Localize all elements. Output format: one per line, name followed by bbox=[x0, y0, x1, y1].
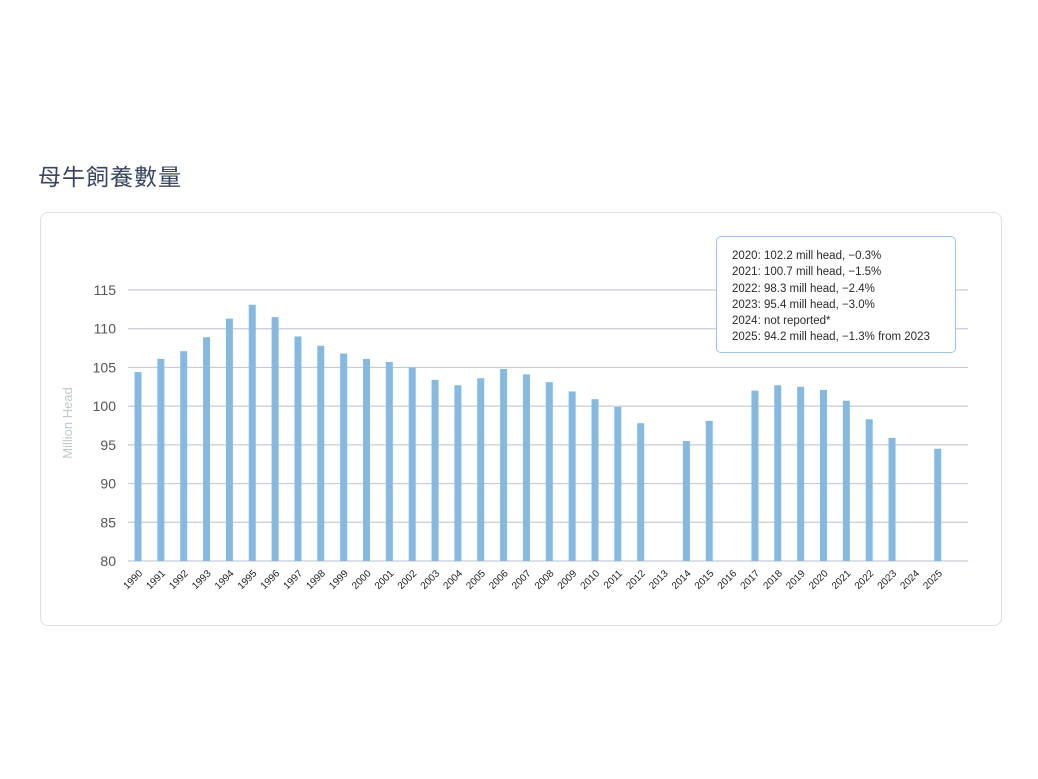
x-tick-label: 2023 bbox=[876, 568, 900, 592]
bar-1992[interactable] bbox=[180, 351, 188, 561]
y-tick-label: 95 bbox=[100, 437, 116, 453]
x-tick-label: 2002 bbox=[396, 568, 420, 592]
x-tick-label: 2013 bbox=[647, 568, 671, 592]
x-tick-label: 2018 bbox=[761, 568, 785, 592]
bar-2000[interactable] bbox=[363, 358, 370, 561]
x-tick-label: 1995 bbox=[236, 568, 260, 592]
x-tick-label: 1999 bbox=[327, 568, 351, 592]
x-tick-label: 2019 bbox=[784, 568, 808, 592]
x-tick-label: 2008 bbox=[533, 568, 557, 592]
x-tick-label: 1996 bbox=[259, 568, 283, 592]
bar-2020[interactable] bbox=[820, 389, 827, 561]
bar-2009[interactable] bbox=[568, 391, 576, 561]
bar-2022[interactable] bbox=[865, 419, 873, 561]
x-tick-label: 1990 bbox=[122, 568, 146, 592]
bar-2019[interactable] bbox=[797, 386, 805, 561]
x-tick-label: 2017 bbox=[739, 568, 763, 592]
y-tick-label: 85 bbox=[100, 514, 116, 530]
bar-2015[interactable] bbox=[705, 420, 713, 561]
tooltip-line: 2020: 102.2 mill head, −0.3% bbox=[732, 250, 882, 262]
page-title: 母牛飼養數量 bbox=[38, 165, 182, 191]
x-tick-label: 1994 bbox=[213, 568, 237, 592]
y-tick-label: 100 bbox=[93, 398, 117, 414]
bar-2010[interactable] bbox=[591, 399, 599, 561]
bar-2023[interactable] bbox=[888, 437, 896, 561]
bar-2011[interactable] bbox=[614, 406, 622, 561]
tooltip-line: 2023: 95.4 mill head, −3.0% bbox=[732, 298, 875, 311]
bar-2003[interactable] bbox=[431, 379, 439, 561]
bar-1997[interactable] bbox=[294, 336, 302, 561]
x-tick-label: 2020 bbox=[807, 568, 831, 592]
y-tick-label: 90 bbox=[100, 476, 116, 492]
bar-2008[interactable] bbox=[545, 382, 553, 561]
x-tick-label: 2025 bbox=[921, 568, 945, 592]
x-tick-label: 1998 bbox=[304, 568, 328, 592]
x-tick-label: 2003 bbox=[419, 568, 443, 592]
x-tick-label: 1991 bbox=[144, 568, 168, 592]
bar-1991[interactable] bbox=[157, 358, 165, 561]
x-tick-label: 2004 bbox=[442, 568, 466, 592]
x-tick-label: 2001 bbox=[373, 568, 397, 592]
bar-1999[interactable] bbox=[340, 353, 348, 561]
bar-1990[interactable] bbox=[134, 372, 142, 561]
y-tick-label: 110 bbox=[94, 321, 117, 337]
bar-1995[interactable] bbox=[248, 304, 256, 561]
x-tick-label: 2005 bbox=[464, 568, 488, 592]
tooltip-line: 2022: 98.3 mill head, −2.4% bbox=[732, 282, 875, 295]
bar-1993[interactable] bbox=[203, 337, 211, 561]
bar-2021[interactable] bbox=[842, 400, 850, 561]
x-tick-label: 2007 bbox=[510, 568, 534, 592]
x-tick-label: 2016 bbox=[716, 568, 740, 592]
bar-2018[interactable] bbox=[774, 385, 782, 561]
bar-2014[interactable] bbox=[682, 440, 690, 561]
bars bbox=[134, 304, 942, 561]
bar-2025[interactable] bbox=[934, 448, 942, 561]
x-tick-label: 2006 bbox=[487, 568, 511, 592]
bar-2017[interactable] bbox=[751, 390, 759, 561]
x-tick-label: 2022 bbox=[853, 568, 877, 592]
x-tick-label: 2021 bbox=[830, 568, 854, 592]
x-tick-label: 2011 bbox=[602, 568, 625, 591]
bar-1994[interactable] bbox=[225, 318, 233, 561]
x-tick-label: 1993 bbox=[190, 568, 214, 592]
x-tick-label: 2010 bbox=[579, 568, 603, 592]
y-axis-ticks: 80 85 90 95 100 105 110 115 bbox=[93, 282, 117, 569]
y-tick-label: 80 bbox=[100, 553, 116, 569]
x-tick-label: 2009 bbox=[556, 568, 580, 592]
x-tick-label: 1997 bbox=[282, 568, 306, 592]
data-tooltip: 2020: 102.2 mill head, −0.3% 2021: 100.7… bbox=[716, 236, 956, 353]
x-tick-label: 2024 bbox=[899, 568, 923, 592]
x-tick-label: 2015 bbox=[693, 568, 717, 592]
x-tick-label: 2000 bbox=[350, 568, 374, 592]
y-tick-label: 105 bbox=[93, 359, 117, 375]
bar-2012[interactable] bbox=[637, 423, 645, 561]
bar-2002[interactable] bbox=[408, 367, 416, 561]
x-axis-ticks: 1990 1991 1992 1993 1994 1995 1996 1997 1998 1999… bbox=[122, 568, 946, 592]
tooltip-line: 2024: not reported* bbox=[732, 315, 831, 328]
bar-1996[interactable] bbox=[271, 317, 279, 561]
bar-2004[interactable] bbox=[454, 385, 462, 561]
x-tick-label: 1992 bbox=[167, 568, 191, 592]
x-tick-label: 2014 bbox=[670, 568, 694, 592]
y-tick-label: 115 bbox=[94, 282, 117, 298]
x-tick-label: 2012 bbox=[624, 568, 648, 592]
bar-2005[interactable] bbox=[477, 378, 485, 561]
tooltip-line: 2021: 100.7 mill head, −1.5% bbox=[732, 266, 882, 279]
bar-1998[interactable] bbox=[317, 345, 325, 561]
bar-2001[interactable] bbox=[385, 362, 393, 561]
bar-2007[interactable] bbox=[522, 374, 530, 561]
bar-2006[interactable] bbox=[500, 368, 508, 561]
tooltip-line: 2025: 94.2 mill head, −1.3% from 2023 bbox=[732, 331, 930, 344]
y-axis-label: Million Head bbox=[60, 387, 75, 459]
